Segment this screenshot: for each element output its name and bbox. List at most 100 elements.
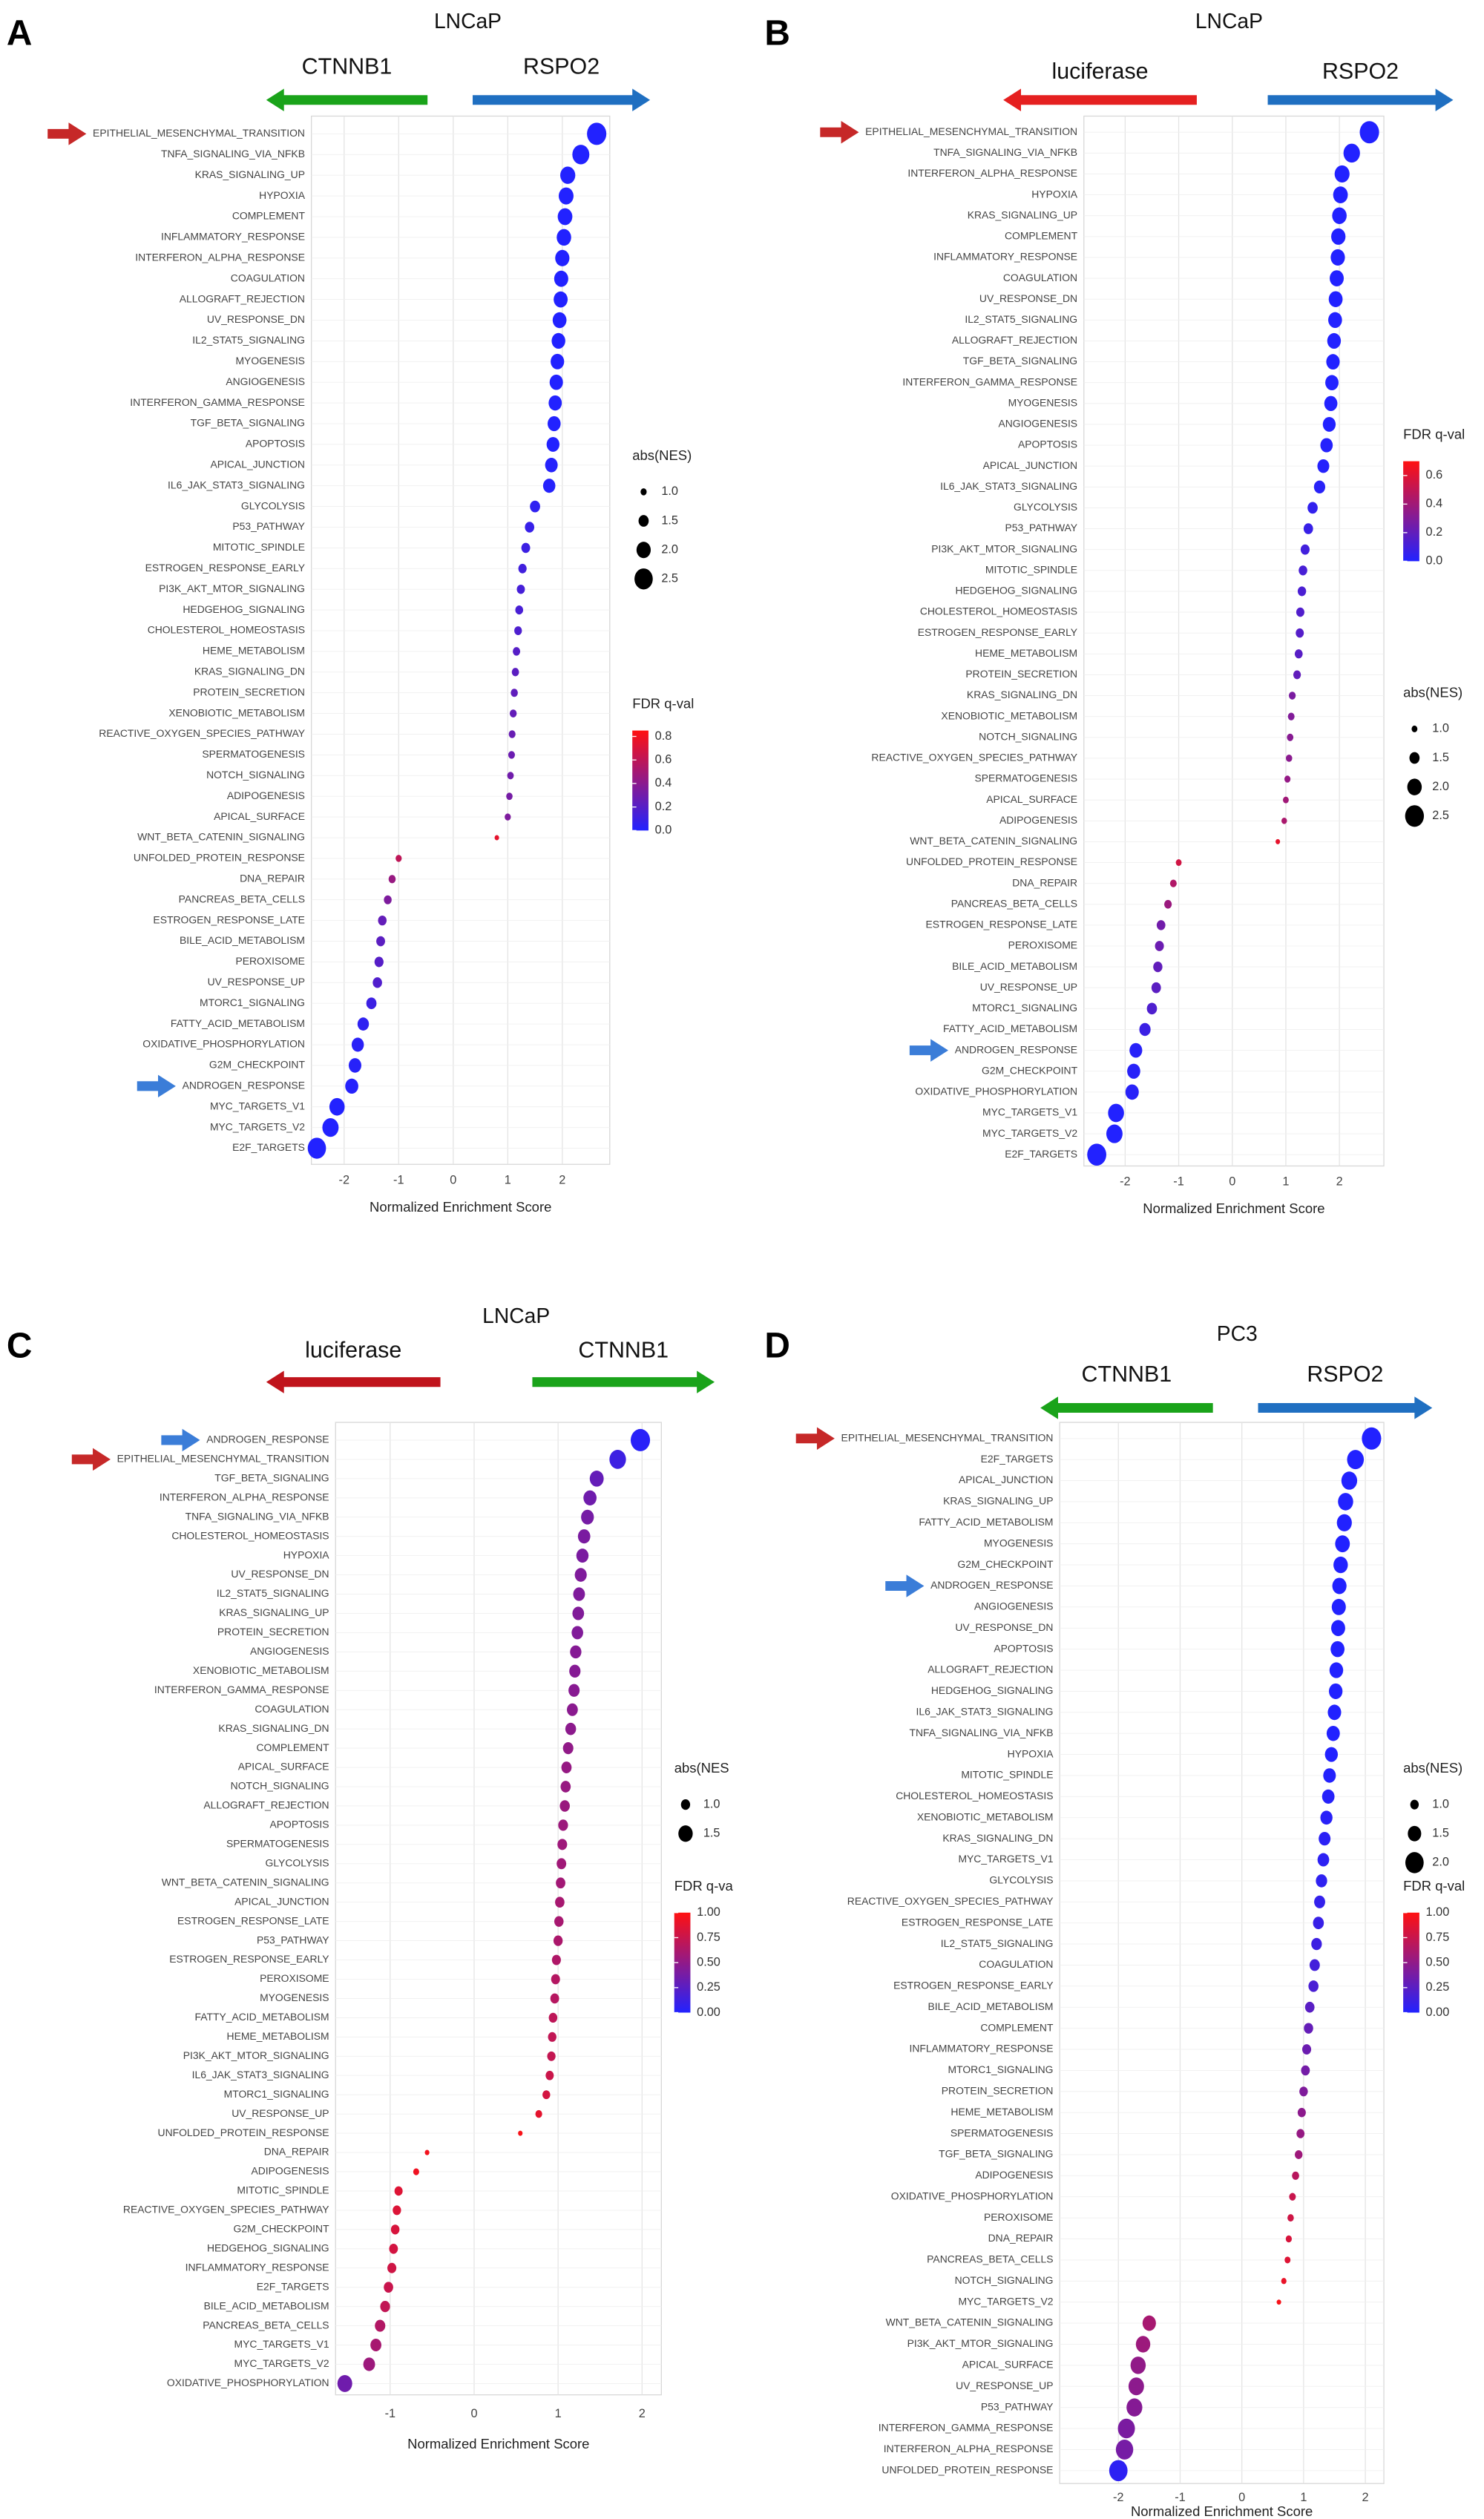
enrichment-dot: [1283, 796, 1289, 804]
category-label: CHOLESTEROL_HOMEOSTASIS: [896, 1790, 1053, 1802]
category-label: IL2_STAT5_SIGNALING: [217, 1587, 329, 1599]
category-label: TNFA_SIGNALING_VIA_NFKB: [186, 1510, 329, 1522]
category-label: APICAL_JUNCTION: [959, 1474, 1054, 1485]
category-label: UV_RESPONSE_DN: [207, 313, 305, 325]
enrichment-dot: [1320, 438, 1333, 453]
color-legend-title: FDR q-va: [674, 1878, 734, 1894]
category-label: INTERFERON_GAMMA_RESPONSE: [879, 2422, 1054, 2434]
group-label: RSPO2: [1307, 1362, 1383, 1387]
category-label: COAGULATION: [979, 1958, 1053, 1970]
enrichment-dot: [556, 229, 571, 246]
color-legend-label: 0.4: [1426, 497, 1443, 510]
enrichment-dot: [1314, 1895, 1325, 1908]
enrichment-dot: [1151, 982, 1161, 994]
category-label: DNA_REPAIR: [264, 2146, 329, 2158]
enrichment-dot: [521, 542, 531, 554]
pointer-arrow: [820, 121, 859, 144]
size-legend-label: 1.5: [1432, 1827, 1449, 1840]
size-legend-label: 2.0: [1432, 780, 1449, 793]
enrichment-dot: [357, 1017, 370, 1031]
category-label: HEDGEHOG_SIGNALING: [955, 585, 1077, 597]
category-label: ALLOGRAFT_REJECTION: [928, 1664, 1053, 1675]
category-label: SPERMATOGENESIS: [951, 2126, 1054, 2138]
color-legend-label: 1.00: [697, 1905, 720, 1919]
category-label: BILE_ACID_METABOLISM: [180, 934, 305, 946]
category-label: ANGIOGENESIS: [250, 1645, 329, 1657]
category-label: BILE_ACID_METABOLISM: [204, 2299, 329, 2311]
category-label: PEROXISOME: [1008, 939, 1078, 951]
x-tick-label: -2: [1120, 1175, 1130, 1188]
enrichment-dot: [516, 584, 525, 594]
category-label: HYPOXIA: [1031, 188, 1078, 200]
category-label: EPITHELIAL_MESENCHYMAL_TRANSITION: [93, 127, 305, 139]
category-label: APICAL_JUNCTION: [983, 459, 1078, 471]
color-legend-label: 0.75: [1426, 1931, 1450, 1944]
category-label: COMPLEMENT: [256, 1741, 329, 1753]
x-tick-label: 1: [555, 2407, 562, 2420]
size-legend-dot: [680, 1799, 691, 1810]
enrichment-dot: [1286, 754, 1293, 762]
category-label: TNFA_SIGNALING_VIA_NFKB: [910, 1727, 1054, 1738]
panel-letter: D: [764, 1327, 790, 1366]
enrichment-dot: [1325, 375, 1339, 390]
category-label: REACTIVE_OXYGEN_SPECIES_PATHWAY: [847, 1895, 1054, 1907]
category-label: P53_PATHWAY: [1005, 522, 1077, 533]
enrichment-dot: [545, 458, 558, 473]
category-label: MTORC1_SIGNALING: [972, 1002, 1077, 1014]
category-label: E2F_TARGETS: [232, 1141, 305, 1153]
enrichment-dot: [558, 187, 574, 205]
enrichment-dot: [1287, 733, 1294, 741]
enrichment-dot: [1304, 2001, 1315, 2013]
category-label: MYC_TARGETS_V2: [210, 1120, 305, 1132]
category-label: FATTY_ACID_METABOLISM: [171, 1017, 305, 1029]
category-label: NOTCH_SIGNALING: [979, 730, 1077, 742]
category-label: P53_PATHWAY: [232, 520, 305, 532]
category-label: WNT_BETA_CATENIN_SIGNALING: [137, 831, 305, 843]
category-label: ESTROGEN_RESPONSE_LATE: [177, 1914, 329, 1926]
enrichment-dot: [1331, 1620, 1345, 1637]
enrichment-dot: [557, 1839, 568, 1850]
enrichment-dot: [387, 2262, 397, 2273]
enrichment-dot: [494, 835, 499, 841]
color-legend-label: 0.00: [1426, 2006, 1450, 2019]
enrichment-dot: [1311, 1937, 1322, 1951]
category-label: G2M_CHECKPOINT: [982, 1064, 1078, 1076]
size-legend-dot: [1405, 805, 1425, 827]
enrichment-dot: [551, 353, 565, 370]
enrichment-dot: [329, 1097, 345, 1116]
enrichment-dot: [1362, 1427, 1382, 1450]
category-label: P53_PATHWAY: [981, 2400, 1054, 2412]
enrichment-dot: [1333, 186, 1348, 203]
enrichment-dot: [555, 1896, 565, 1908]
category-label: NOTCH_SIGNALING: [955, 2274, 1054, 2286]
size-legend-dot: [638, 515, 649, 527]
enrichment-dot: [554, 270, 568, 287]
enrichment-dot: [1287, 2214, 1294, 2222]
category-label: HEDGEHOG_SIGNALING: [183, 603, 305, 615]
enrichment-dot: [1287, 712, 1295, 720]
category-label: UV_RESPONSE_UP: [980, 981, 1077, 993]
size-legend-dot: [1407, 778, 1422, 795]
category-label: MYC_TARGETS_V2: [234, 2357, 329, 2369]
x-tick-label: -1: [393, 1173, 404, 1186]
color-legend-label: 1.00: [1426, 1905, 1450, 1919]
x-tick-label: 2: [1362, 2491, 1369, 2504]
enrichment-dot: [1347, 1450, 1365, 1470]
category-label: COAGULATION: [255, 1703, 329, 1715]
enrichment-dot: [577, 1529, 591, 1544]
group-label: CTNNB1: [302, 53, 393, 79]
category-label: P53_PATHWAY: [257, 1934, 329, 1945]
enrichment-dot: [345, 1078, 358, 1094]
size-legend-dot: [634, 568, 653, 590]
category-label: PROTEIN_SECRETION: [965, 668, 1077, 680]
enrichment-dot: [572, 1606, 585, 1620]
enrichment-dot: [518, 563, 527, 574]
category-label: TNFA_SIGNALING_VIA_NFKB: [933, 146, 1077, 158]
enrichment-dot: [1301, 2065, 1310, 2076]
enrichment-dot: [1284, 775, 1291, 783]
color-legend-label: 0.0: [1426, 554, 1443, 568]
enrichment-dot: [1324, 1747, 1339, 1762]
category-label: REACTIVE_OXYGEN_SPECIES_PATHWAY: [123, 2204, 329, 2216]
category-label: EPITHELIAL_MESENCHYMAL_TRANSITION: [117, 1453, 329, 1465]
enrichment-dot: [554, 1916, 564, 1927]
